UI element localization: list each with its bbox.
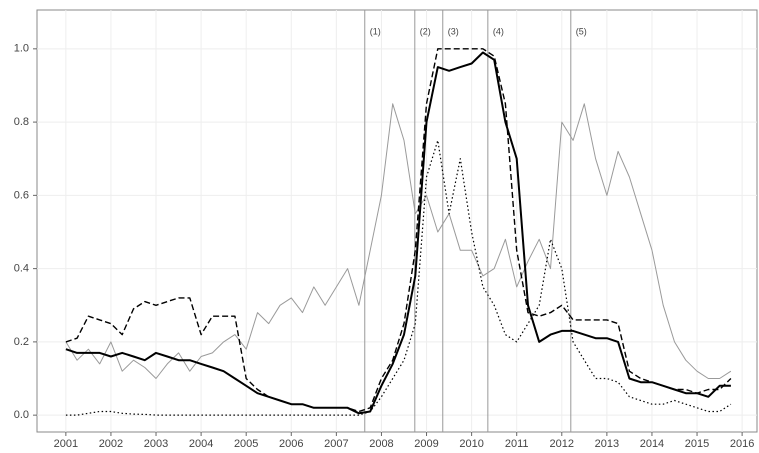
y-tick-label: 0.0 — [14, 409, 29, 421]
y-tick-label: 1.0 — [14, 43, 29, 55]
x-tick-label: 2016 — [730, 438, 754, 450]
x-tick-label: 2011 — [505, 438, 529, 450]
x-tick-label: 2008 — [369, 438, 393, 450]
event-label: (5) — [576, 26, 587, 36]
x-tick-label: 2005 — [234, 438, 258, 450]
y-tick-label: 0.8 — [14, 116, 29, 128]
event-marker: (5) — [570, 10, 587, 432]
series-line — [65, 51, 731, 415]
series-line — [65, 139, 732, 416]
event-label: (3) — [448, 26, 459, 36]
event-marker: (2) — [414, 10, 431, 432]
x-tick-label: 2003 — [144, 438, 168, 450]
x-tick-label: 2015 — [685, 438, 709, 450]
series-line — [65, 103, 732, 379]
x-tick-label: 2001 — [54, 438, 78, 450]
event-label: (2) — [420, 26, 431, 36]
x-tick-label: 2012 — [550, 438, 574, 450]
x-tick-label: 2010 — [459, 438, 483, 450]
y-tick-label: 0.6 — [14, 189, 29, 201]
event-label: (1) — [370, 26, 381, 36]
x-tick-label: 2013 — [595, 438, 619, 450]
x-tick-label: 2009 — [414, 438, 438, 450]
event-marker: (4) — [487, 10, 504, 432]
event-marker: (3) — [442, 10, 459, 432]
plot-frame — [36, 9, 758, 433]
event-label: (4) — [493, 26, 504, 36]
x-tick-label: 2006 — [279, 438, 303, 450]
y-tick-label: 0.2 — [14, 336, 29, 348]
series-line — [65, 48, 732, 413]
x-tick-label: 2004 — [189, 438, 213, 450]
x-tick-label: 2014 — [640, 438, 664, 450]
y-tick-label: 0.4 — [14, 263, 29, 275]
x-tick-label: 2007 — [324, 438, 348, 450]
event-marker: (1) — [364, 10, 381, 432]
x-tick-label: 2002 — [99, 438, 123, 450]
